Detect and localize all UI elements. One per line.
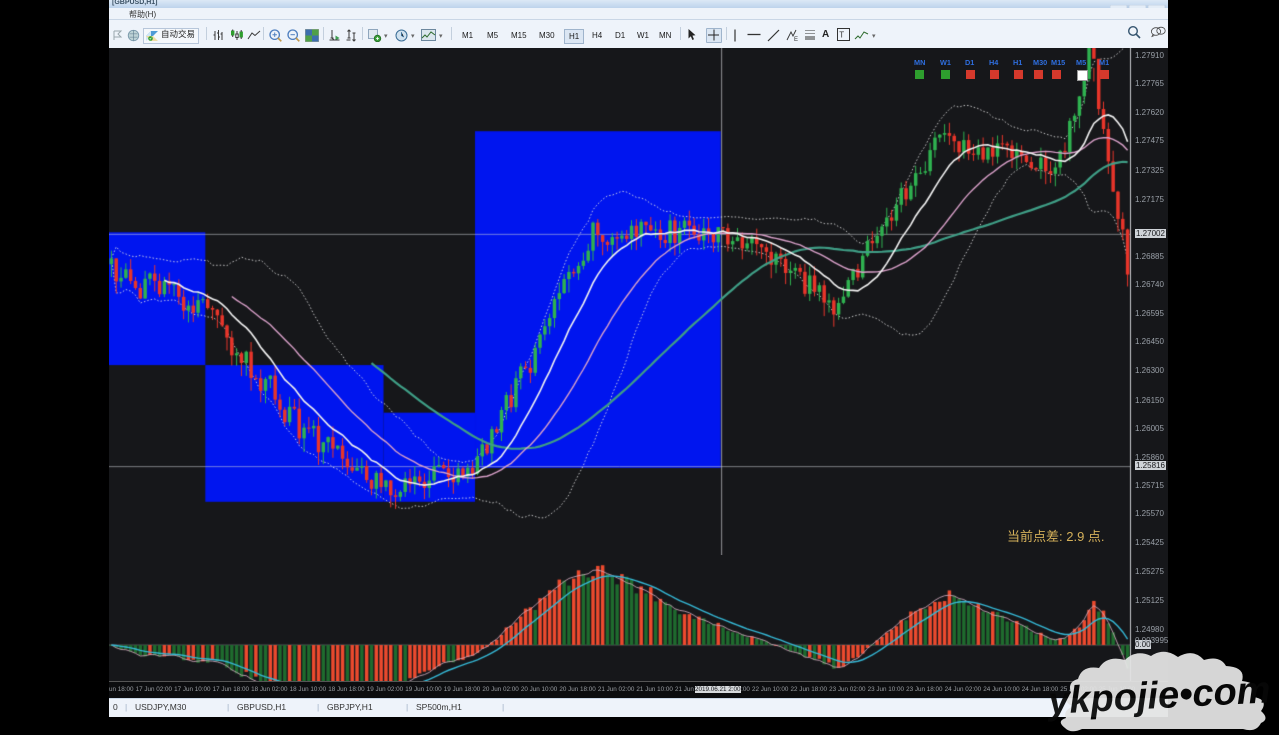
svg-text:T: T xyxy=(839,31,844,40)
svg-text:E: E xyxy=(794,37,798,42)
